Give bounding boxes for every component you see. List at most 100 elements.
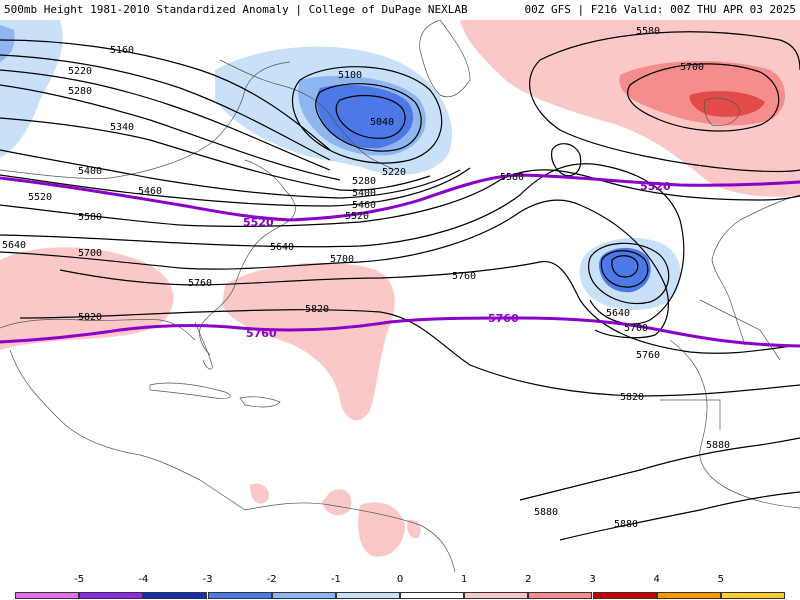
highlight-5520 [0,173,800,222]
cuba [149,382,231,399]
map-title: 500mb Height 1981-2010 Standardized Anom… [4,3,468,16]
contour-label: 5580 [636,26,660,37]
contour-label: 5880 [534,507,558,518]
contour-label: 5640 [606,308,630,319]
small-closed-contour [550,143,582,177]
high-ne-atlantic-ring [627,63,780,132]
contour-label: 5040 [370,117,394,128]
contour-label: 5580 [500,172,524,183]
north-america-coast [0,61,296,356]
colorbar-tick-label: -2 [266,574,277,585]
contour-5400 [0,149,461,199]
contour-label: 5760 [452,271,476,282]
colorbar-tick-label: 5 [717,574,725,585]
colorbar-segment [464,592,529,599]
map-panel[interactable]: 5160 5220 5280 5340 5400 5460 5520 5580 … [0,20,800,572]
contour-label: 5220 [68,66,92,77]
contour-label: 5700 [78,248,102,259]
contour-label: 5640 [270,242,294,253]
colorbar-segment [656,592,721,599]
colorbar-tick-label: -4 [138,574,149,585]
highlight-label: 5760 [488,312,519,325]
contour-5340 [0,117,431,191]
pos-anomaly-ne-atlantic-inner [689,90,765,117]
model-valid-time: 00Z GFS | F216 Valid: 00Z THU APR 03 202… [524,3,796,16]
contour-label: 5700 [624,323,648,334]
colorbar-tick-label: -1 [330,574,341,585]
map-svg: 5160 5220 5280 5340 5400 5460 5520 5580 … [0,20,800,572]
colorbar-segment [15,592,80,599]
contour-label: 5820 [78,312,102,323]
pos-anomaly-gulf [0,247,174,350]
contour-label: 5880 [614,519,638,530]
contour-label: 5160 [110,45,134,56]
colorbar-segment [400,592,465,599]
pos-anomaly-central-atlantic [222,262,395,421]
colorbar-segment [79,592,144,599]
low-atlantic-ring-1 [588,242,670,304]
pos-anomaly-south-america-a [322,489,352,516]
contour-label: 5460 [138,186,162,197]
contour-5820 [19,309,800,397]
contour-label: 5760 [188,278,212,289]
contour-label: 5280 [352,176,376,187]
neg-anomaly-nw-core [0,25,15,62]
high-ne-atlantic-ring-2 [529,31,800,173]
contour-label: 5580 [78,212,102,223]
colorbar-tick-label: 4 [653,574,660,585]
header-bar: 500mb Height 1981-2010 Standardized Anom… [0,0,800,20]
pos-anomaly-south-america-b [358,502,405,557]
contour-5760 [59,260,800,354]
colorbar-segment [528,592,593,599]
florida [194,321,213,370]
colorbar-tick-label: 3 [589,574,596,585]
contour-label: 5400 [352,188,376,199]
colorbar-tick-label: -5 [74,574,85,585]
contour-label: 5760 [636,350,660,361]
contour-label: 5220 [382,167,406,178]
highlight-contours [0,173,800,348]
colorbar-segment [335,592,400,599]
colorbar-tick-label: 2 [525,574,532,585]
low-atlantic-ring-2 [600,250,649,288]
colorbar-segment [143,592,208,599]
contour-label: 5340 [110,122,134,133]
contour-5700 [0,199,669,339]
hispaniola [239,396,281,408]
contour-label: 5700 [330,254,354,265]
contour-label: 5460 [352,200,376,211]
greenland [419,20,471,98]
mexico-central-america [9,349,246,511]
low-atlantic-ring-3 [611,255,639,278]
contour-5580 [0,169,800,228]
africa-border-a [660,299,781,430]
labrador-hudson [219,59,396,171]
contour-label: 5640 [2,240,26,251]
contour-labels: 5160 5220 5280 5340 5400 5460 5520 5580 … [2,26,730,530]
highlight-5760 [0,316,800,348]
contour-label: 5520 [345,211,369,222]
contour-label: 5280 [68,86,92,97]
colorbar-segment [207,592,272,599]
neg-anomaly-labrador-core [316,84,414,149]
contour-label: 5520 [28,192,52,203]
colorbar-segment [720,592,785,599]
neg-anomaly-atlantic-core [599,247,651,293]
colorbar: -5 -4 -3 -2 -1 0 1 2 3 4 5 [0,572,800,600]
height-contours [0,31,800,541]
highlight-label: 5520 [640,180,671,193]
contour-5880 [519,437,800,541]
pos-anomaly-south-america-c [250,483,269,504]
colorbar-tick-label: 1 [460,574,468,585]
contour-label: 5820 [305,304,329,315]
colorbar-segment [271,592,336,599]
low-labrador-ring-3 [335,95,406,139]
low-labrador-ring-2 [315,83,422,152]
neg-anomaly-nw [0,20,63,158]
europe-coast [711,194,800,346]
low-labrador-ring-1 [291,66,443,164]
highlight-labels: 5520 5520 5760 5760 [243,180,671,340]
colorbar-tick-label: 0 [396,574,404,585]
contour-label: 5820 [620,392,644,403]
highlight-label: 5520 [243,216,274,229]
